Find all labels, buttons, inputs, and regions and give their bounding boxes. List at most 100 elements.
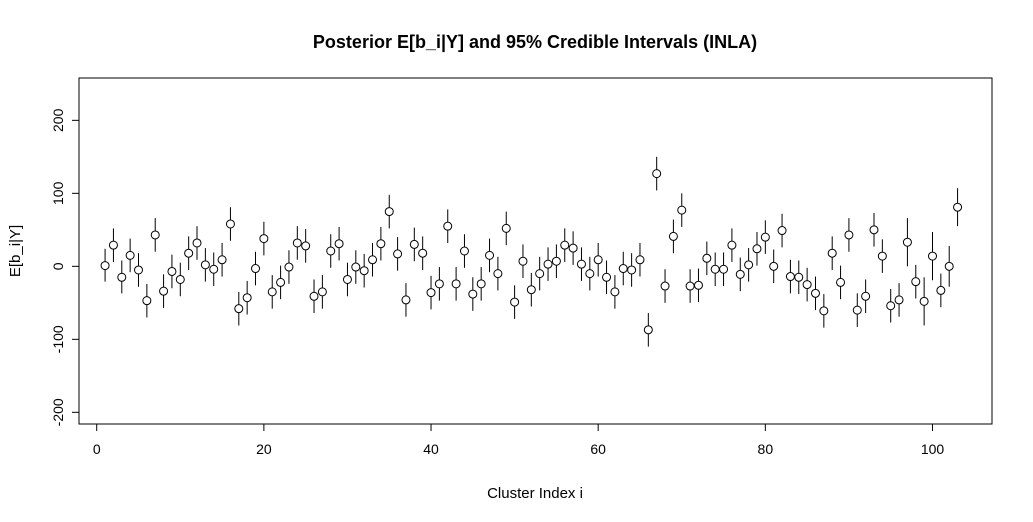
data-point [576, 259, 586, 269]
data-point [869, 225, 879, 235]
data-point [760, 232, 770, 242]
data-point [117, 272, 127, 282]
x-tick-label: 100 [921, 441, 945, 457]
data-point [217, 255, 227, 265]
data-point [727, 240, 737, 250]
data-point [735, 269, 745, 279]
data-point [459, 246, 469, 256]
data-point [677, 205, 687, 215]
data-point [944, 261, 954, 271]
data-point [175, 274, 185, 284]
data-point [134, 265, 144, 275]
data-point [844, 230, 854, 240]
data-point [685, 281, 695, 291]
data-point [919, 296, 929, 306]
data-point [610, 287, 620, 297]
data-point [376, 239, 386, 249]
data-point [794, 272, 804, 282]
data-point [526, 285, 536, 295]
data-point [585, 269, 595, 279]
data-point [710, 264, 720, 274]
data-point [200, 260, 210, 270]
x-tick-label: 40 [423, 441, 439, 457]
data-point [468, 289, 478, 299]
y-tick-label: 0 [50, 262, 66, 270]
data-point [660, 281, 670, 291]
data-point [167, 266, 177, 276]
y-tick-label: -200 [50, 398, 66, 426]
data-point [836, 277, 846, 287]
x-tick-label: 20 [256, 441, 272, 457]
data-point [209, 264, 219, 274]
data-point [560, 240, 570, 250]
data-point [568, 243, 578, 253]
y-tick-label: 100 [50, 181, 66, 205]
data-point [259, 234, 269, 244]
data-point [276, 277, 286, 287]
data-point [744, 260, 754, 270]
data-point [125, 250, 135, 260]
data-point [877, 251, 887, 261]
plot-frame [78, 77, 993, 425]
data-point [936, 285, 946, 295]
data-point [434, 279, 444, 289]
data-point [225, 219, 235, 229]
data-point [668, 231, 678, 241]
data-point [401, 295, 411, 305]
data-point [852, 305, 862, 315]
data-point [652, 169, 662, 179]
data-point [927, 251, 937, 261]
data-point [602, 272, 612, 282]
x-tick-label: 0 [93, 441, 101, 457]
data-point [309, 291, 319, 301]
data-point [251, 264, 261, 274]
data-point [443, 221, 453, 231]
data-point [351, 262, 361, 272]
data-point [384, 207, 394, 217]
data-point [719, 264, 729, 274]
data-point [292, 238, 302, 248]
x-axis: 0 20 40 60 80 100 [93, 423, 945, 457]
data-point [827, 248, 837, 258]
data-point [242, 293, 252, 303]
data-point [418, 248, 428, 258]
data-point [785, 272, 795, 282]
data-marks [100, 156, 963, 347]
data-point [886, 301, 896, 311]
data-point [861, 291, 871, 301]
data-point [368, 255, 378, 265]
data-point [359, 266, 369, 276]
data-point [326, 246, 336, 256]
data-point [409, 239, 419, 249]
data-point [159, 286, 169, 296]
y-axis: -200 -100 0 100 200 [50, 108, 80, 426]
data-point [810, 288, 820, 298]
data-point [802, 280, 812, 290]
data-point [518, 256, 528, 266]
data-point [593, 255, 603, 265]
data-point [777, 226, 787, 236]
data-point [284, 262, 294, 272]
data-point [267, 287, 277, 297]
data-point [100, 261, 110, 271]
data-point [618, 264, 628, 274]
data-point [543, 259, 553, 269]
data-point [301, 241, 311, 251]
y-tick-label: 200 [50, 108, 66, 132]
data-point [493, 269, 503, 279]
data-point [902, 237, 912, 247]
data-point [953, 202, 963, 212]
chart-title: Posterior E[b_i|Y] and 95% Credible Inte… [313, 32, 757, 52]
data-point [485, 250, 495, 260]
data-point [234, 304, 244, 314]
data-point [334, 239, 344, 249]
x-tick-label: 80 [758, 441, 774, 457]
data-point [184, 248, 194, 258]
data-point [702, 253, 712, 263]
data-point [317, 287, 327, 297]
data-point [769, 261, 779, 271]
data-point [894, 295, 904, 305]
data-point [911, 277, 921, 287]
y-tick-label: -100 [50, 325, 66, 353]
data-point [451, 279, 461, 289]
